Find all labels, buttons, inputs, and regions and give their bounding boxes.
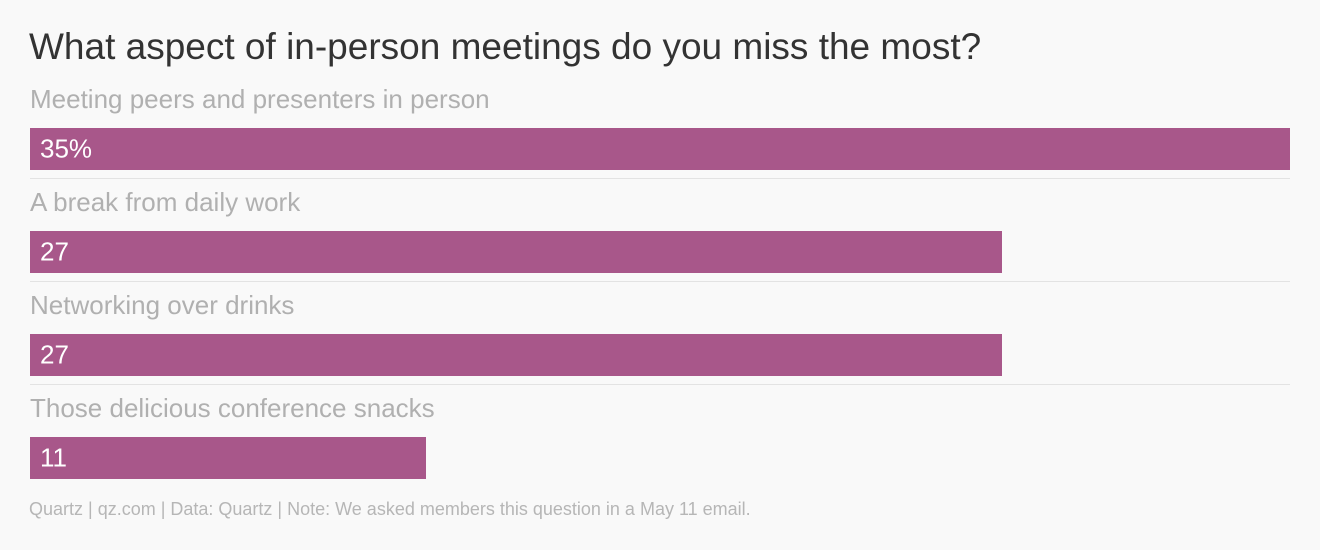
category-label: A break from daily work xyxy=(30,187,301,217)
bar-value-label: 11 xyxy=(40,442,67,473)
chart-source-note: Quartz | qz.com | Data: Quartz | Note: W… xyxy=(29,499,751,519)
bar-row: Networking over drinks 27 xyxy=(30,290,1290,393)
category-label: Those delicious conference snacks xyxy=(30,393,435,423)
row-divider xyxy=(30,281,1290,282)
category-label: Meeting peers and presenters in person xyxy=(30,84,490,114)
bar-row: Those delicious conference snacks 11 xyxy=(30,393,1290,496)
bar: 35% xyxy=(30,128,1290,170)
bar-value-label: 35% xyxy=(40,133,93,164)
category-label: Networking over drinks xyxy=(30,290,295,320)
bar: 27 xyxy=(30,231,1002,273)
bar: 27 xyxy=(30,334,1002,376)
row-divider xyxy=(30,178,1290,179)
bar-rows: Meeting peers and presenters in person 35… xyxy=(30,84,1290,496)
row-divider xyxy=(30,384,1290,385)
bar-value-label: 27 xyxy=(40,236,69,267)
bar-value-label: 27 xyxy=(40,339,69,370)
chart-title: What aspect of in-person meetings do you… xyxy=(29,26,982,67)
bar-row: A break from daily work 27 xyxy=(30,187,1290,290)
bar-row: Meeting peers and presenters in person 35… xyxy=(30,84,1290,187)
bar: 11 xyxy=(30,437,426,479)
